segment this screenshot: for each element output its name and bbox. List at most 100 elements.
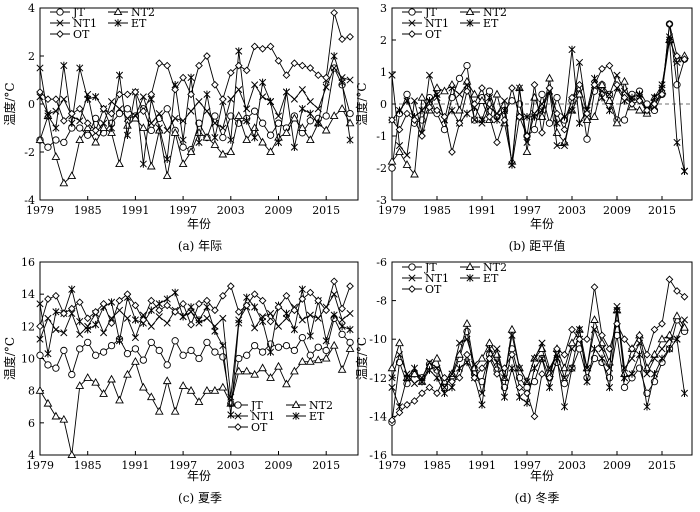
- data-point-x: [123, 314, 132, 322]
- data-point-triangle: [67, 450, 77, 459]
- data-point-diamond: [425, 103, 434, 112]
- data-point-x: [163, 319, 171, 327]
- data-point-diamond: [123, 90, 132, 99]
- data-point-star: [575, 119, 584, 127]
- data-point-triangle: [250, 369, 260, 378]
- data-point-diamond: [60, 309, 68, 318]
- data-point-star: [440, 389, 449, 398]
- data-point-star: [493, 116, 501, 124]
- y-tick-label: -3: [376, 194, 387, 207]
- data-point-circle: [123, 350, 132, 358]
- series-ot: [388, 20, 689, 156]
- data-point-triangle: [154, 406, 164, 415]
- data-point-star: [628, 370, 636, 378]
- data-point-circle: [620, 116, 629, 124]
- data-point-triangle: [290, 366, 299, 375]
- legend-label: ET: [131, 17, 147, 30]
- data-point-x: [658, 345, 666, 353]
- legend-label: JT: [424, 261, 437, 274]
- data-point-triangle: [250, 123, 260, 132]
- data-point-star: [395, 106, 404, 115]
- y-tick-label: -10: [369, 333, 387, 346]
- data-point-x: [395, 351, 404, 359]
- data-point-circle: [123, 105, 132, 113]
- data-point-circle: [314, 343, 322, 351]
- x-axis-label: 年份: [187, 217, 211, 231]
- data-point-diamond: [553, 345, 561, 353]
- data-point-star: [211, 327, 219, 335]
- data-point-x: [410, 97, 419, 105]
- data-point-diamond: [418, 389, 426, 398]
- data-point-x: [306, 311, 314, 319]
- data-point-triangle: [162, 376, 172, 385]
- data-point-star: [60, 61, 68, 70]
- data-point-triangle: [290, 113, 299, 122]
- data-point-x: [76, 117, 84, 125]
- data-point-circle: [44, 361, 52, 369]
- data-point-x: [155, 110, 163, 118]
- data-point-star: [139, 160, 147, 168]
- series-jt: [36, 314, 354, 408]
- legend-marker-star: [466, 274, 474, 282]
- data-point-triangle: [313, 355, 323, 364]
- data-point-diamond: [388, 416, 396, 425]
- data-point-star: [290, 325, 298, 334]
- panel-caption: (d) 冬季: [515, 490, 560, 505]
- data-point-circle: [52, 364, 60, 372]
- y-tick-label: 16: [21, 256, 35, 269]
- data-point-star: [448, 106, 456, 115]
- data-point-circle: [583, 135, 591, 143]
- data-point-circle: [235, 354, 243, 363]
- data-point-circle: [76, 124, 84, 132]
- data-point-diamond: [515, 112, 524, 121]
- data-point-star: [680, 389, 689, 398]
- data-point-circle: [258, 348, 267, 356]
- data-point-triangle: [477, 96, 487, 104]
- data-point-diamond: [211, 80, 219, 89]
- legend-label: JT: [72, 6, 85, 19]
- data-point-star: [605, 383, 614, 392]
- data-point-circle: [243, 351, 251, 359]
- data-point-triangle: [657, 334, 667, 343]
- data-point-star: [179, 312, 187, 321]
- chart-panel-4: 1979 1985 1991 1997 2003 2009 2015 -16 -14 -12 -10…: [354, 256, 693, 505]
- series-et: [36, 47, 354, 168]
- data-point-circle: [219, 133, 227, 142]
- data-point-triangle: [178, 381, 188, 389]
- data-point-triangle: [258, 137, 267, 146]
- series-nt1: [36, 64, 354, 137]
- data-point-triangle: [202, 132, 212, 141]
- y-tick-label: 8: [28, 385, 35, 398]
- legend-marker-star: [114, 19, 122, 27]
- data-point-star: [538, 106, 546, 115]
- legend: JT NT2 NT1 ET OT: [402, 261, 507, 296]
- data-point-circle: [338, 330, 346, 339]
- data-point-diamond: [560, 350, 569, 359]
- data-point-star: [282, 88, 291, 96]
- data-point-star: [635, 90, 644, 99]
- data-point-diamond: [234, 61, 243, 70]
- data-point-diamond: [433, 389, 441, 398]
- series-line: [391, 278, 685, 421]
- data-point-x: [147, 119, 155, 127]
- data-point-star: [650, 93, 659, 102]
- data-point-diamond: [680, 292, 689, 301]
- data-point-triangle: [75, 135, 85, 144]
- legend-label: ET: [309, 410, 325, 423]
- data-point-diamond: [493, 370, 501, 378]
- data-point-diamond: [36, 88, 44, 96]
- data-point-x: [251, 81, 259, 89]
- data-point-diamond: [195, 61, 203, 70]
- data-point-star: [403, 97, 411, 105]
- x-tick-label: 1985: [423, 459, 451, 472]
- data-point-triangle: [545, 73, 554, 82]
- data-point-star: [388, 383, 396, 392]
- data-point-diamond: [298, 295, 307, 303]
- data-point-circle: [298, 333, 306, 342]
- data-point-star: [68, 285, 76, 294]
- data-point-star: [658, 354, 666, 363]
- data-point-star: [485, 345, 494, 353]
- legend-marker-diamond: [56, 30, 64, 38]
- data-point-diamond: [52, 291, 60, 300]
- data-point-triangle: [51, 152, 61, 160]
